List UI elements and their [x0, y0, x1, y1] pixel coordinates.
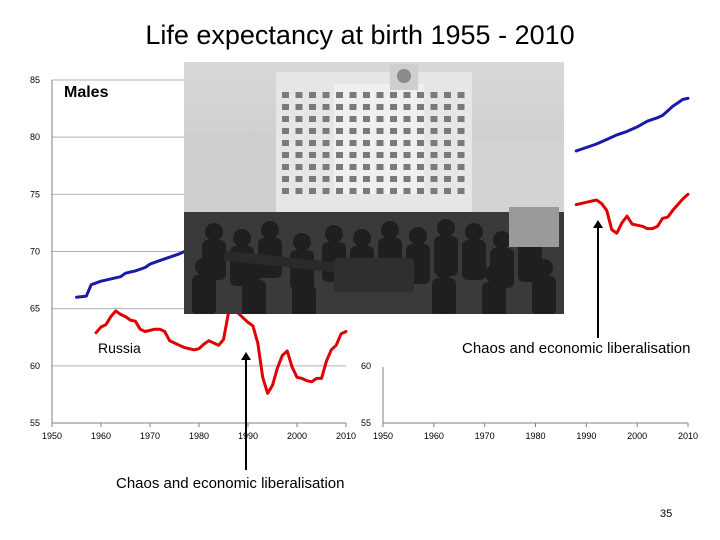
- slide-title: Life expectancy at birth 1955 - 2010: [145, 20, 575, 50]
- x-tick-label: 1960: [424, 431, 444, 441]
- caption-bottom: Chaos and economic liberalisation: [116, 475, 345, 492]
- x-tick-label: 1970: [140, 431, 160, 441]
- series-line-1-1: [574, 192, 690, 235]
- y-tick-label: 55: [30, 418, 40, 428]
- males-label: Males: [64, 84, 109, 101]
- arrow-right: [593, 220, 603, 338]
- x-tick-label: 1950: [42, 431, 62, 441]
- y-tick-label: 70: [30, 247, 40, 257]
- russia-label: Russia: [98, 340, 141, 356]
- x-tick-label: 1970: [475, 431, 495, 441]
- x-tick-label: 2000: [287, 431, 307, 441]
- x-tick-label: 1980: [525, 431, 545, 441]
- y-tick-label: 80: [30, 132, 40, 142]
- x-tick-label: 2010: [336, 431, 356, 441]
- y-tick-label: 65: [30, 304, 40, 314]
- y-tick-label: 60: [30, 361, 40, 371]
- x-tick-label: 1990: [576, 431, 596, 441]
- photo-illustration: [184, 62, 564, 314]
- x-tick-label: 1990: [238, 431, 258, 441]
- y-tick-label: 85: [30, 75, 40, 85]
- x-tick-label: 2000: [627, 431, 647, 441]
- arrow-bottom: [241, 352, 251, 470]
- y-tick-label: 60: [361, 361, 371, 371]
- historical-photo: [184, 62, 564, 314]
- caption-right: Chaos and economic liberalisation: [462, 340, 690, 357]
- x-tick-label: 2010: [678, 431, 698, 441]
- right-chart-panel: 55 60 1950 1960 1970 1980 1990 2000 2010: [361, 96, 698, 441]
- page-number: 35: [660, 508, 673, 520]
- x-tick-label: 1980: [189, 431, 209, 441]
- x-tick-label: 1960: [91, 431, 111, 441]
- y-tick-label: 55: [361, 418, 371, 428]
- series-line-1-0: [574, 96, 690, 153]
- y-tick-label: 75: [30, 189, 40, 199]
- x-tick-label: 1950: [373, 431, 393, 441]
- series-line-0-1: [94, 308, 348, 395]
